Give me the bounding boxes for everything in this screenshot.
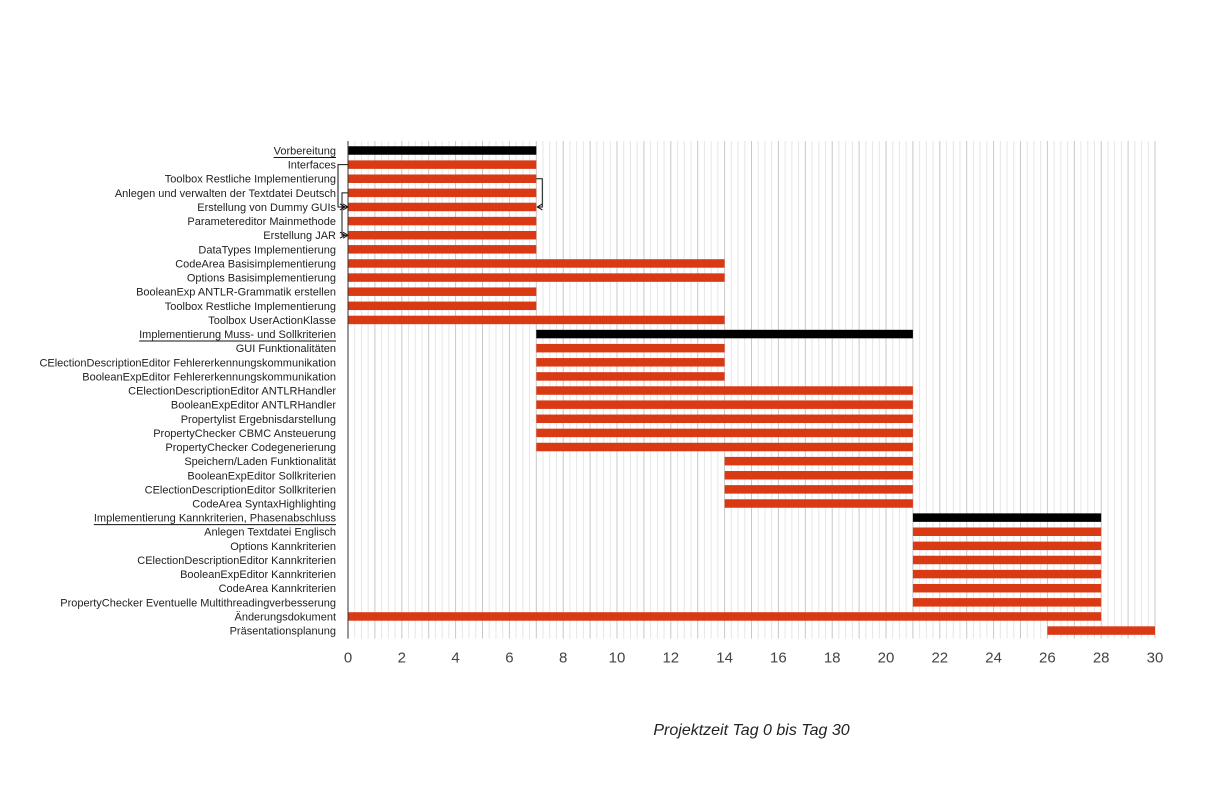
task-bar (912, 555, 1102, 565)
x-tick-label: 6 (505, 650, 513, 667)
x-tick-label: 16 (770, 650, 787, 667)
task-label: CElectionDescriptionEditor Kannkriterien (137, 555, 336, 567)
group-bar (536, 329, 913, 339)
x-tick-label: 0 (344, 650, 352, 667)
task-label: Options Kannkriterien (230, 541, 336, 553)
task-bar (348, 160, 537, 169)
x-tick-label: 10 (609, 650, 626, 667)
task-bar (348, 273, 725, 282)
x-tick-label: 8 (559, 650, 567, 667)
x-tick-label: 20 (878, 650, 895, 667)
task-label: Toolbox UserActionKlasse (208, 315, 336, 327)
task-bar (536, 428, 913, 438)
x-tick-label: 24 (985, 650, 1002, 667)
dependency-arrowhead (339, 231, 346, 239)
dependency-line (536, 178, 543, 208)
task-label: BooleanExpEditor Fehlererkennungskommuni… (82, 371, 336, 383)
task-label: GUI Funktionalitäten (236, 343, 336, 355)
group-label: Implementierung Muss- und Sollkriterien (139, 329, 336, 341)
x-tick-label: 30 (1147, 650, 1164, 667)
task-label: Erstellung von Dummy GUIs (197, 202, 336, 214)
task-bar (348, 230, 537, 240)
task-bar (912, 527, 1102, 536)
task-label: Anlegen Textdatei Englisch (204, 527, 336, 539)
task-bar (536, 372, 725, 381)
x-axis-label: Projektzeit Tag 0 bis Tag 30 (653, 722, 850, 739)
x-tick-label: 4 (451, 650, 459, 667)
chart-bars (348, 146, 1155, 635)
task-label: Erstellung JAR (263, 230, 336, 242)
task-bar (912, 583, 1102, 593)
x-axis-ticks: 0 2 4 6 8 10 12 14 16 18 20 22 24 26 28 30 (344, 650, 1164, 667)
x-tick-label: 22 (931, 650, 948, 667)
x-tick-label: 18 (824, 650, 841, 667)
task-bar (536, 358, 725, 367)
task-label: Toolbox Restliche Implementierung (165, 174, 336, 186)
task-label: CElectionDescriptionEditor ANTLRHandler (128, 386, 336, 398)
group-bar (912, 513, 1102, 522)
task-label: CodeArea Basisimplementierung (175, 258, 336, 270)
x-tick-label: 26 (1039, 650, 1056, 667)
x-tick-label: 2 (398, 650, 406, 667)
task-label: Speichern/Laden Funktionalität (184, 456, 336, 468)
task-label: Parametereditor Mainmethode (187, 216, 336, 228)
group-label: Implementierung Kannkriterien, Phasenabs… (94, 513, 337, 525)
task-bar (348, 259, 725, 268)
task-label: PropertyChecker Codegenerierung (165, 442, 336, 454)
task-bar (348, 245, 537, 254)
task-bar (724, 471, 913, 480)
task-label: BooleanExpEditor Kannkriterien (180, 569, 336, 581)
task-label: Toolbox Restliche Implementierung (165, 301, 336, 313)
task-label: PropertyChecker CBMC Ansteuerung (153, 428, 336, 440)
task-label: BooleanExp ANTLR-Grammatik erstellen (136, 287, 336, 299)
x-tick-label: 28 (1093, 650, 1110, 667)
task-label: Interfaces (288, 160, 337, 172)
group-bar (348, 146, 537, 155)
task-label: CodeArea SyntaxHighlighting (192, 499, 336, 511)
task-bar (912, 569, 1102, 579)
task-bar (348, 612, 1102, 621)
task-label: Präsentationsplanung (230, 626, 336, 638)
dependency-arrowhead (536, 203, 543, 211)
task-bar (536, 386, 913, 395)
x-tick-label: 12 (662, 650, 679, 667)
task-label: CElectionDescriptionEditor Sollkriterien (145, 484, 336, 496)
task-bar (724, 499, 913, 508)
task-bar (348, 287, 537, 296)
task-bar (536, 414, 913, 424)
task-label: CElectionDescriptionEditor Fehlererkennu… (39, 357, 336, 369)
x-tick-label: 14 (716, 650, 733, 667)
task-bar (348, 216, 537, 226)
dependency-line (341, 192, 348, 236)
task-label: BooleanExpEditor ANTLRHandler (171, 400, 336, 412)
task-labels: Vorbereitung Interfaces Toolbox Restliche … (39, 146, 336, 638)
task-bar (724, 485, 913, 494)
task-label: BooleanExpEditor Sollkriterien (187, 470, 336, 482)
task-bar (536, 343, 725, 353)
task-label: Propertylist Ergebnisdarstellung (181, 414, 336, 426)
task-label: CodeArea Kannkriterien (219, 583, 336, 595)
task-label: Änderungsdokument (234, 611, 336, 623)
task-bar (912, 598, 1102, 607)
task-label: Anlegen und verwalten der Textdatei Deut… (115, 188, 336, 200)
task-bar (724, 456, 913, 466)
task-bar (348, 301, 537, 311)
task-label: PropertyChecker Eventuelle Multithreadin… (60, 597, 336, 609)
group-label: Vorbereitung (274, 146, 336, 158)
task-bar (536, 400, 913, 409)
task-bar (348, 174, 537, 183)
task-label: Options Basisimplementierung (187, 273, 336, 285)
dependency-line (337, 164, 348, 208)
task-bar (348, 188, 537, 198)
task-bar (536, 442, 913, 452)
task-label: DataTypes Implementierung (198, 244, 336, 256)
task-bar (912, 541, 1102, 551)
task-bar (348, 202, 537, 212)
task-bar (348, 315, 725, 325)
task-bar (1047, 626, 1155, 635)
